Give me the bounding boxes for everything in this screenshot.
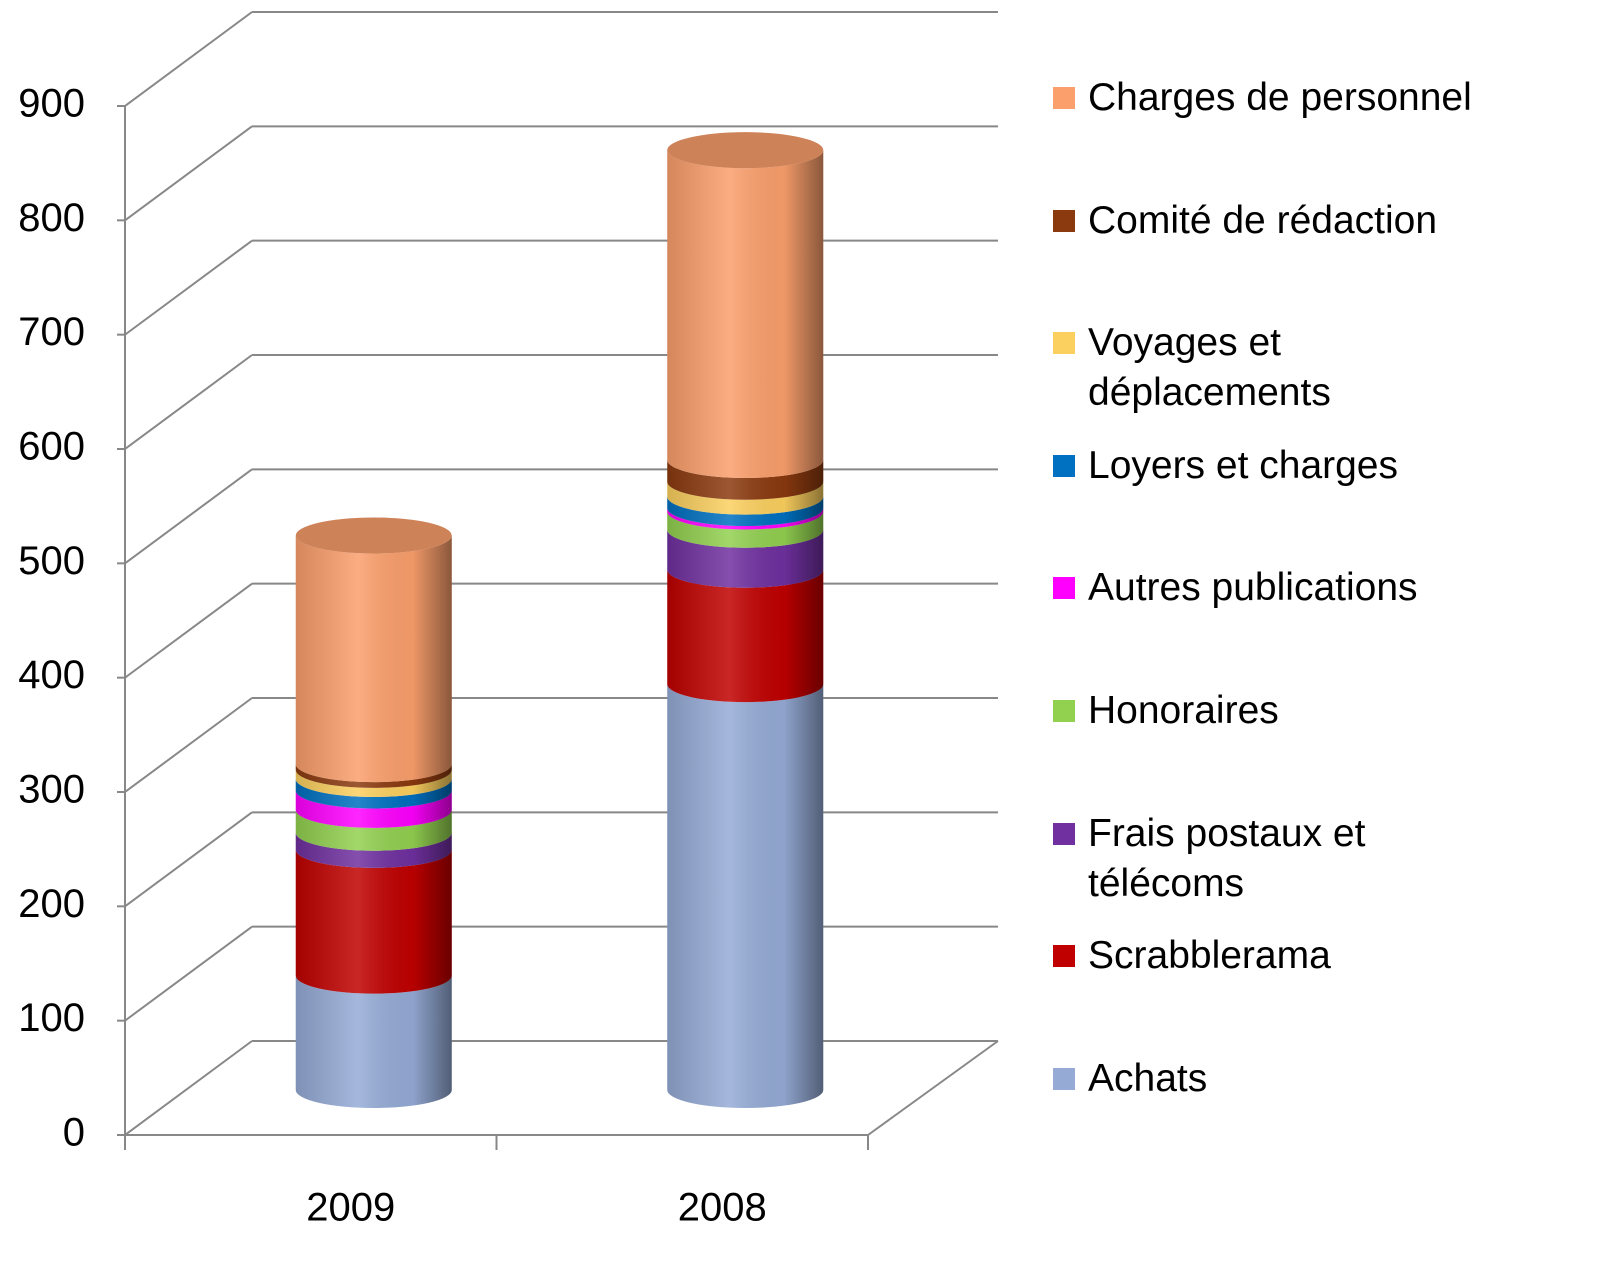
grid-line xyxy=(124,11,253,107)
legend-item: Scrabblerama xyxy=(1053,931,1593,981)
bar-cap xyxy=(667,132,824,169)
grid-line xyxy=(124,239,253,336)
legend-item: Loyers et charges xyxy=(1053,441,1593,491)
bar-segment xyxy=(667,150,824,479)
legend-label: Voyages et déplacements xyxy=(1088,321,1331,415)
grid-line xyxy=(124,582,253,679)
legend-label: Comité de rédaction xyxy=(1088,198,1438,242)
legend-item: Charges de personnel xyxy=(1053,73,1593,123)
legend-swatch xyxy=(1053,577,1075,600)
y-tick-label: 100 xyxy=(18,996,85,1040)
y-tick-label: 600 xyxy=(18,425,85,469)
legend-label: Charges de personnel xyxy=(1088,76,1472,119)
legend-swatch xyxy=(1053,87,1075,109)
legend-label: Honoraires xyxy=(1088,689,1279,732)
grid-line xyxy=(124,354,253,450)
legend-swatch xyxy=(1053,822,1075,845)
grid-line xyxy=(124,811,253,908)
legend-swatch xyxy=(1053,1067,1075,1090)
bar-cap-shade xyxy=(295,517,452,554)
y-tick-label: 800 xyxy=(18,196,85,240)
legend-item: Autres publications xyxy=(1053,563,1593,613)
legend-item: Frais postaux et télécoms xyxy=(1053,809,1593,909)
x-tick-label: 2008 xyxy=(678,1186,767,1230)
floor-edge xyxy=(867,1040,999,1136)
legend-label: Scrabblerama xyxy=(1088,934,1331,978)
y-tick-label: 300 xyxy=(18,768,85,812)
y-tick-label: 500 xyxy=(18,539,85,583)
legend-label: Achats xyxy=(1088,1056,1208,1100)
legend-swatch xyxy=(1053,454,1075,477)
legend-item: Achats xyxy=(1053,1054,1593,1104)
grid-line xyxy=(124,468,253,565)
legend-swatch xyxy=(1053,332,1075,355)
y-tick-label: 400 xyxy=(18,653,85,697)
legend-item: Voyages et déplacements xyxy=(1053,318,1593,418)
bar-cap xyxy=(295,517,452,554)
bar-segment xyxy=(295,849,452,994)
legend-item: Comité de rédaction xyxy=(1053,196,1593,246)
y-tick-label: 900 xyxy=(18,82,85,126)
legend-swatch xyxy=(1053,700,1075,722)
legend-label: Loyers et charges xyxy=(1088,443,1399,487)
bar-cap-shade xyxy=(667,132,824,169)
bar-segment xyxy=(295,975,452,1108)
legend-label: Autres publications xyxy=(1088,566,1418,610)
legend-swatch xyxy=(1053,945,1075,968)
bar-segment xyxy=(667,684,824,1108)
legend-swatch xyxy=(1053,209,1075,232)
bar-segment xyxy=(667,569,824,703)
legend-label: Frais postaux et télécoms xyxy=(1088,811,1366,905)
x-tick-label: 2009 xyxy=(306,1186,395,1230)
y-tick-label: 200 xyxy=(18,882,85,926)
y-tick-label: 0 xyxy=(63,1111,85,1155)
legend-item: Honoraires xyxy=(1053,686,1593,736)
y-tick-label: 700 xyxy=(18,310,85,354)
grid-line xyxy=(124,925,253,1022)
grid-line xyxy=(124,125,253,222)
grid-line xyxy=(124,697,253,793)
bar-segment xyxy=(295,535,452,783)
grid-line xyxy=(124,1040,253,1136)
